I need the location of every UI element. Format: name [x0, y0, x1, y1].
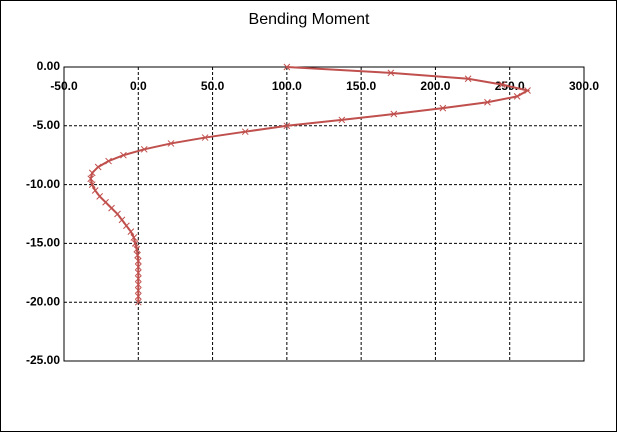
data-marker — [241, 128, 249, 136]
x-tick-label: 50.0 — [201, 79, 225, 93]
plot-area — [63, 66, 585, 362]
y-tick-label: 0.00 — [37, 59, 61, 73]
data-marker — [513, 93, 521, 100]
data-marker — [390, 110, 398, 118]
data-marker — [484, 98, 491, 106]
data-marker — [134, 281, 142, 288]
x-tick-label: -50.0 — [50, 79, 78, 93]
data-marker — [283, 63, 291, 71]
data-marker — [134, 269, 142, 277]
data-marker — [94, 163, 102, 171]
data-marker — [96, 193, 104, 200]
x-tick-label: 150.0 — [346, 79, 376, 93]
data-marker — [87, 175, 95, 183]
y-tick-label: -5.00 — [33, 118, 61, 132]
data-marker — [88, 181, 96, 188]
data-marker — [91, 187, 99, 194]
data-marker — [387, 69, 395, 77]
data-marker — [127, 228, 135, 235]
x-tick-label: 300.0 — [569, 79, 599, 93]
data-marker — [134, 275, 142, 283]
data-marker — [118, 216, 126, 224]
data-marker — [120, 151, 127, 159]
data-marker — [498, 81, 506, 88]
data-marker — [464, 75, 472, 83]
data-marker — [131, 240, 139, 247]
data-marker — [134, 298, 142, 306]
data-marker — [134, 292, 142, 300]
data-marker — [133, 245, 141, 253]
data-marker — [134, 257, 142, 265]
y-tick-label: -20.00 — [26, 294, 60, 308]
data-marker — [108, 204, 115, 212]
chart-title: Bending Moment — [249, 11, 371, 28]
data-marker — [134, 263, 142, 271]
data-marker — [338, 116, 346, 124]
data-marker — [524, 87, 531, 94]
y-tick-label: -10.00 — [26, 177, 60, 191]
data-marker — [439, 104, 447, 112]
data-marker — [130, 234, 138, 241]
data-marker — [201, 134, 209, 141]
data-marker — [167, 140, 175, 147]
x-tick-label: 200.0 — [420, 79, 450, 93]
data-marker — [114, 210, 121, 218]
y-tick-label: -25.00 — [26, 353, 60, 367]
data-marker — [134, 287, 142, 294]
x-tick-label: 100.0 — [272, 79, 302, 93]
data-marker — [105, 157, 112, 165]
x-tick-label: 0.0 — [130, 79, 147, 93]
data-marker — [140, 145, 148, 153]
data-marker — [102, 198, 109, 206]
data-marker — [123, 222, 130, 230]
data-marker — [134, 251, 141, 259]
data-marker — [283, 122, 291, 130]
y-tick-label: -15.00 — [26, 236, 60, 250]
data-marker — [88, 169, 96, 177]
